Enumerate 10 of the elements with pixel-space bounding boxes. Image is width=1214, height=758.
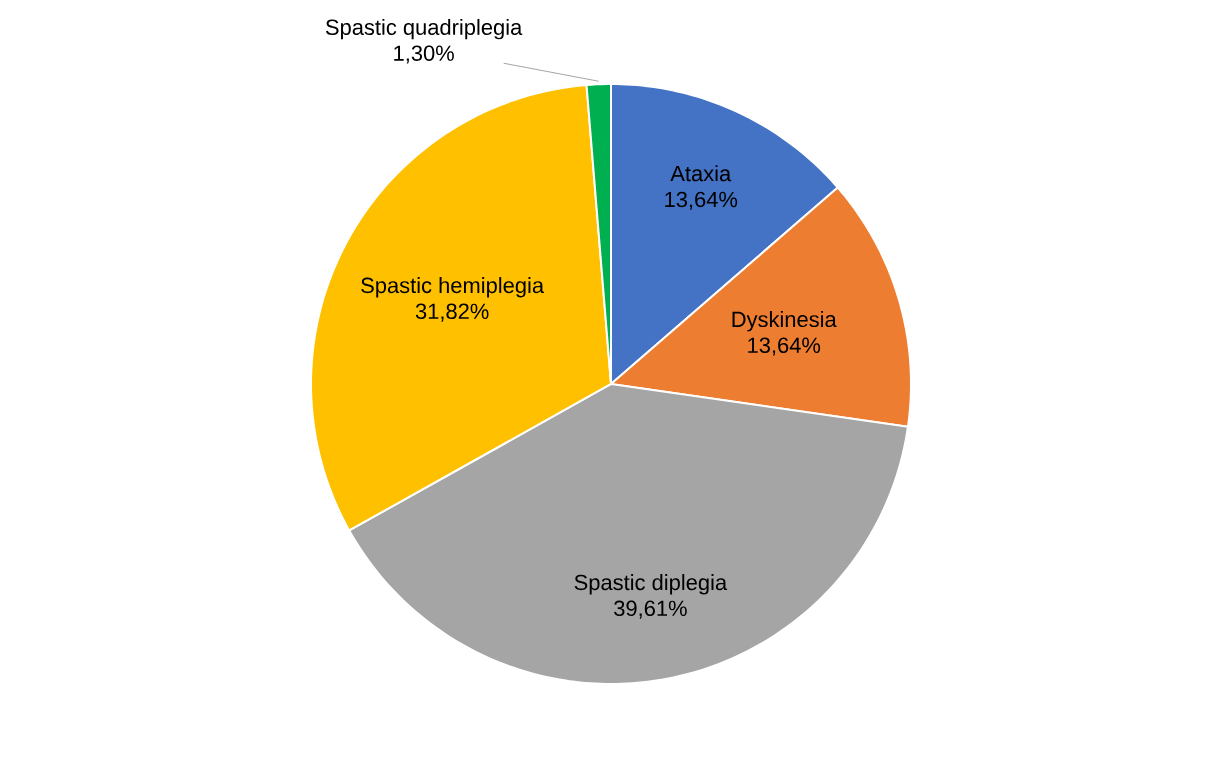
slice-label: Spastic hemiplegia [361,277,545,298]
slice-label: Dyskinesia [732,311,837,332]
data-label: 31,82% [415,303,489,322]
data-label: 13,64% [748,337,821,356]
slice-label: Spastic quadriplegia [325,18,523,40]
data-label: 39,61% [614,600,687,619]
data-label: 1,30% [394,45,454,64]
slice-label: Spastic diplegia [574,574,728,595]
data-label: 13,64% [665,191,738,210]
slice-label: Ataxia [670,165,732,182]
